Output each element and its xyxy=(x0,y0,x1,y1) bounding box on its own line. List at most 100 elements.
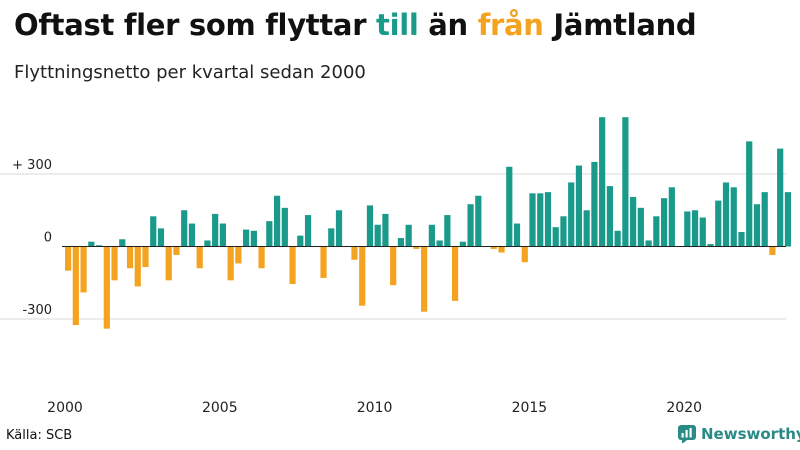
bar xyxy=(746,141,753,247)
bar xyxy=(761,192,768,247)
x-tick-label: 2020 xyxy=(666,400,702,416)
bar xyxy=(227,246,234,281)
bar xyxy=(544,192,552,247)
bar xyxy=(142,246,149,268)
bar xyxy=(730,187,737,247)
bar xyxy=(568,182,575,247)
bar xyxy=(490,246,497,249)
bar xyxy=(250,230,257,247)
bar xyxy=(304,215,312,247)
bar xyxy=(436,240,443,247)
bar xyxy=(645,240,652,247)
bar xyxy=(715,200,722,247)
bar xyxy=(196,246,203,269)
bar xyxy=(351,246,358,260)
bar xyxy=(266,221,273,247)
bar xyxy=(126,246,134,269)
axes: + 300 0 -300 2000 2005 2010 2015 2020 xyxy=(12,158,786,416)
bar xyxy=(72,246,79,326)
title-text-1: Oftast fler som flyttar xyxy=(14,8,376,42)
bar xyxy=(668,187,675,247)
y-tick-label: -300 xyxy=(22,303,52,318)
bar xyxy=(212,213,219,247)
bar xyxy=(157,228,165,247)
bar xyxy=(777,148,784,247)
bar xyxy=(529,193,536,247)
chart-title: Oftast fler som flyttar till än från Jäm… xyxy=(14,8,697,42)
bar xyxy=(722,182,730,247)
bar xyxy=(498,246,505,253)
bar xyxy=(444,215,451,247)
x-tick-label: 2010 xyxy=(357,400,393,416)
bar xyxy=(475,195,482,247)
bar xyxy=(134,246,141,287)
bar xyxy=(397,238,405,247)
bar xyxy=(467,204,474,247)
bar xyxy=(80,246,87,293)
bar xyxy=(289,246,296,284)
bar xyxy=(784,192,792,247)
bar xyxy=(575,165,583,247)
title-word-till: till xyxy=(376,8,419,42)
bar xyxy=(273,195,281,247)
bar xyxy=(243,229,250,247)
bar xyxy=(591,161,598,247)
bar xyxy=(452,246,459,301)
bar xyxy=(753,204,761,247)
bar xyxy=(188,223,196,247)
bar xyxy=(691,210,699,247)
title-text-3: Jämtland xyxy=(543,8,697,42)
bar xyxy=(583,210,590,247)
bar xyxy=(320,246,327,278)
bar xyxy=(374,224,381,247)
x-tick-label: 2000 xyxy=(47,400,83,416)
bar xyxy=(119,239,126,247)
bar xyxy=(459,241,466,247)
bar xyxy=(65,246,72,271)
bar xyxy=(660,198,668,247)
title-word-fran: från xyxy=(477,8,544,42)
bars xyxy=(65,117,792,329)
bar xyxy=(738,232,745,247)
bar xyxy=(382,213,389,247)
bar xyxy=(707,244,714,247)
bar xyxy=(630,196,637,247)
chart-subtitle: Flyttningsnetto per kvartal sedan 2000 xyxy=(14,62,366,83)
brand-logo: Newsworthy xyxy=(678,425,800,443)
bar xyxy=(428,224,435,247)
bar xyxy=(537,193,544,247)
bar xyxy=(297,235,304,247)
bar xyxy=(560,216,567,247)
bar xyxy=(699,217,706,247)
bar xyxy=(390,246,397,286)
bar xyxy=(405,224,412,247)
bar xyxy=(359,246,366,306)
bar xyxy=(521,246,528,263)
title-text-2: än xyxy=(418,8,478,42)
bar xyxy=(606,186,613,247)
bar xyxy=(328,228,335,247)
bar xyxy=(506,166,513,247)
newsworthy-logo-icon xyxy=(678,425,696,443)
bar xyxy=(173,246,180,255)
bar xyxy=(88,241,95,247)
bar xyxy=(552,227,559,247)
brand-name: Newsworthy xyxy=(701,425,800,443)
source-note: Källa: SCB xyxy=(6,428,73,443)
bar xyxy=(769,246,776,255)
bar xyxy=(421,246,428,312)
bar xyxy=(637,207,644,247)
bar xyxy=(165,246,172,281)
bar xyxy=(366,205,374,247)
bar xyxy=(235,246,242,264)
bar xyxy=(513,223,521,247)
y-tick-label: + 300 xyxy=(12,158,52,173)
bar xyxy=(335,210,343,247)
bar xyxy=(181,210,188,247)
bar xyxy=(622,117,629,247)
x-tick-label: 2015 xyxy=(512,400,548,416)
bar xyxy=(95,245,103,247)
bar xyxy=(281,207,288,247)
bar xyxy=(599,117,606,247)
